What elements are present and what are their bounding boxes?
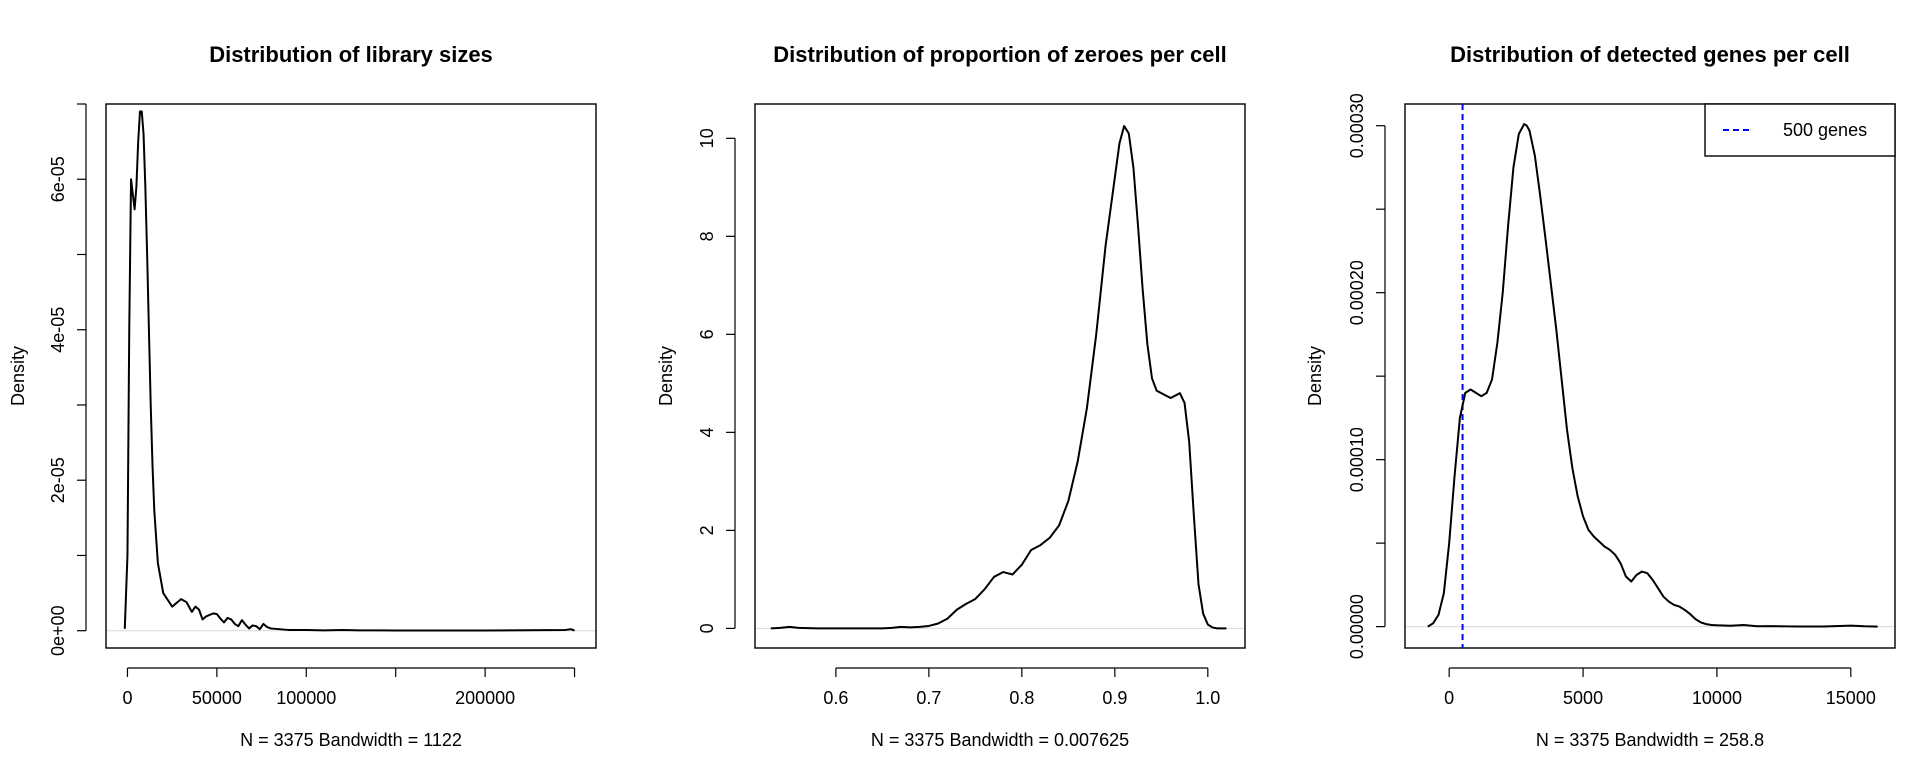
x-tick-label: 1.0 [1195, 688, 1220, 708]
chart-panel-3: Distribution of detected genes per cell N… [1305, 42, 1896, 750]
x-tick-label: 50000 [192, 688, 242, 708]
y-tick-label: 8 [697, 231, 717, 241]
y-axis-label: Density [1305, 346, 1325, 406]
y-tick-label: 2 [697, 525, 717, 535]
y-tick-label: 0.00010 [1347, 427, 1367, 492]
x-tick-label: 0.6 [823, 688, 848, 708]
density-curve [770, 125, 1227, 630]
y-tick-label: 6e-05 [48, 156, 68, 202]
y-tick-label: 0.00030 [1347, 93, 1367, 158]
y-tick-label: 0.00000 [1347, 594, 1367, 659]
y-tick-label: 0e+00 [48, 605, 68, 656]
x-tick-label: 0.7 [916, 688, 941, 708]
chart-title: Distribution of detected genes per cell [1450, 42, 1850, 67]
x-axis-label: N = 3375 Bandwidth = 0.007625 [871, 730, 1129, 750]
chart-panel-1: Distribution of library sizes N = 3375 Ba… [8, 42, 597, 750]
chart-title: Distribution of library sizes [209, 42, 493, 67]
density-curve [123, 110, 575, 632]
plot-frame [754, 103, 1246, 649]
y-tick-label: 10 [697, 128, 717, 148]
y-axis-label: Density [656, 346, 676, 406]
plot-frame [105, 103, 597, 649]
x-tick-label: 10000 [1692, 688, 1742, 708]
x-tick-label: 0.8 [1009, 688, 1034, 708]
x-axis-label: N = 3375 Bandwidth = 258.8 [1536, 730, 1764, 750]
density-curve [1427, 123, 1878, 628]
y-tick-label: 4 [697, 427, 717, 437]
legend-label: 500 genes [1783, 120, 1867, 140]
x-tick-label: 15000 [1826, 688, 1876, 708]
chart-title: Distribution of proportion of zeroes per… [773, 42, 1226, 67]
x-tick-label: 5000 [1563, 688, 1603, 708]
plot-frame [1404, 103, 1896, 649]
x-tick-label: 0 [122, 688, 132, 708]
y-axis-label: Density [8, 346, 28, 406]
y-tick-label: 6 [697, 329, 717, 339]
x-tick-label: 200000 [455, 688, 515, 708]
x-tick-label: 100000 [276, 688, 336, 708]
x-tick-label: 0 [1444, 688, 1454, 708]
y-tick-label: 0.00020 [1347, 260, 1367, 325]
legend: 500 genes [1704, 103, 1896, 157]
y-tick-label: 0 [697, 623, 717, 633]
x-axis-label: N = 3375 Bandwidth = 1122 [240, 730, 462, 750]
y-tick-label: 4e-05 [48, 307, 68, 353]
x-tick-label: 0.9 [1102, 688, 1127, 708]
chart-panel-2: Distribution of proportion of zeroes per… [656, 42, 1246, 750]
y-tick-label: 2e-05 [48, 457, 68, 503]
